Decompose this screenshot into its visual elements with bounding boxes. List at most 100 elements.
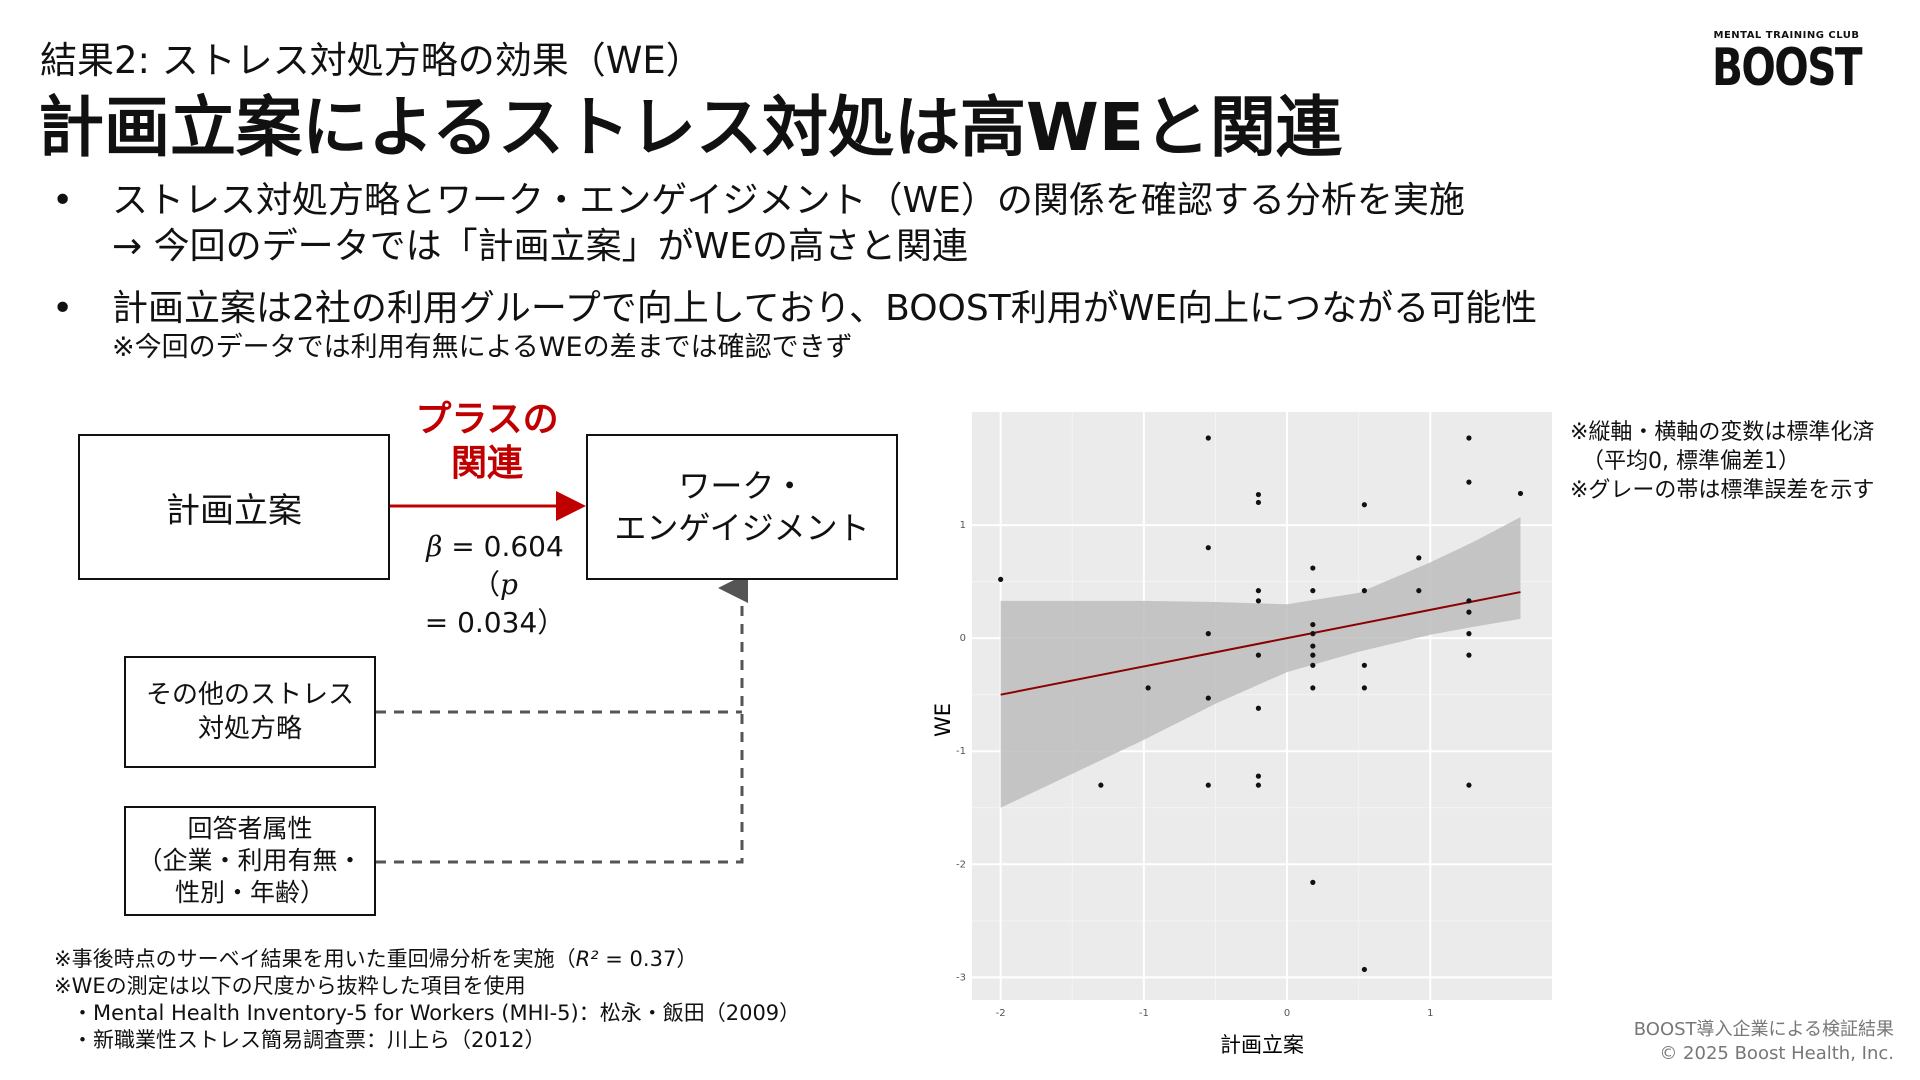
path-diagram-connectors	[376, 491, 748, 864]
box-other-coping: その他のストレス 対処方略	[124, 656, 376, 768]
data-point	[1466, 435, 1472, 441]
positive-association-label: プラスの 関連	[392, 398, 582, 486]
data-point	[1205, 782, 1211, 788]
y-tick-label: -2	[956, 859, 966, 870]
control-path-respondent	[376, 573, 748, 864]
source-credit: BOOST導入企業による検証結果 © 2025 Boost Health, In…	[1634, 1018, 1894, 1066]
x-axis-label: 計画立案	[1220, 1033, 1304, 1057]
bullet-2-line1: 計画立案は2社の利用グループで向上しており、BOOST利用がWE向上につながる可…	[112, 288, 1538, 329]
p-symbol: p	[500, 568, 518, 601]
x-tick-label: -2	[996, 1008, 1006, 1019]
data-point	[1255, 773, 1262, 779]
box-work-engagement: ワーク・ エンゲイジメント	[586, 434, 898, 580]
data-point	[1255, 499, 1262, 506]
beta-value: = 0.604	[442, 530, 564, 563]
box-other-line2: 対処方略	[197, 714, 302, 744]
bullet-1-line1: ストレス対処方略とワーク・エンゲイジメント（WE）の関係を確認する分析を実施	[112, 180, 1465, 221]
data-point	[998, 576, 1004, 582]
data-point	[1205, 631, 1211, 637]
logo-tagline: MENTAL TRAINING CLUB	[1713, 30, 1860, 41]
box-we-line1: ワーク・	[678, 467, 806, 505]
r-squared-value: = 0.37）	[598, 947, 698, 971]
copyright: © 2025 Boost Health, Inc.	[1659, 1043, 1894, 1064]
data-point	[1310, 621, 1316, 628]
scatter-chart: -2 -1 0 1 -3 -2 -1 0 1 計画立案 WE	[931, 412, 1552, 1057]
data-point	[1255, 652, 1262, 658]
footnote-1-text: ※事後時点のサーベイ結果を用いた重回帰分析を実施（	[54, 947, 576, 971]
data-point	[1145, 685, 1151, 691]
confidence-band	[1000, 517, 1521, 808]
y-tick-label: -1	[956, 746, 966, 757]
bullet-marker: •	[52, 288, 74, 329]
boost-logo: MENTAL TRAINING CLUB BOOST	[1691, 30, 1882, 94]
data-point	[1361, 685, 1367, 691]
box-respondent-attributes: 回答者属性 （企業・利用有無・ 性別・年齢）	[124, 806, 376, 916]
coefficient-label: β = 0.604 （p = 0.034）	[400, 528, 590, 642]
data-point	[1517, 490, 1524, 497]
data-point	[1361, 662, 1367, 668]
x-tick-label: 0	[1284, 1008, 1290, 1019]
data-point	[1416, 555, 1422, 561]
data-point	[1310, 652, 1316, 658]
chart-note-line2: （平均0, 標準偏差1）	[1582, 449, 1800, 474]
data-point	[1466, 782, 1472, 788]
data-point	[1310, 588, 1316, 594]
data-point	[1255, 782, 1262, 788]
data-point	[1310, 879, 1316, 885]
data-point	[1466, 598, 1472, 604]
box-we-line2: エンゲイジメント	[614, 509, 870, 547]
data-point	[1310, 631, 1316, 637]
footnote-3: ・Mental Health Inventory-5 for Workers (…	[72, 1001, 801, 1025]
data-point	[1310, 643, 1316, 649]
assoc-line2: 関連	[450, 443, 523, 484]
data-point	[1361, 502, 1367, 508]
data-point	[1205, 545, 1211, 551]
bullet-marker: •	[52, 180, 74, 221]
slide-subtitle: 結果2: ストレス対処方略の効果（WE）	[40, 39, 703, 82]
data-point	[1466, 631, 1472, 637]
data-points	[998, 435, 1524, 973]
data-point	[1361, 588, 1367, 594]
data-point	[1310, 662, 1316, 668]
chart-note: ※縦軸・横軸の変数は標準化済 （平均0, 標準偏差1） ※グレーの帯は標準誤差を…	[1570, 418, 1874, 505]
slide-title: 計画立案によるストレス対処は高WEと関連	[38, 89, 1342, 166]
regression-line	[1000, 591, 1521, 696]
data-point	[1205, 435, 1211, 441]
r-squared-symbol: R²	[575, 947, 599, 971]
data-point	[1255, 491, 1262, 498]
box-planning-label: 計画立案	[166, 490, 302, 531]
data-point	[1098, 782, 1104, 788]
y-axis-ticks: -3 -2 -1 0 1	[956, 520, 966, 983]
box-planning: 計画立案	[78, 434, 390, 580]
box-other-line1: その他のストレス	[145, 680, 354, 710]
y-tick-label: 1	[960, 520, 966, 531]
data-point	[1310, 565, 1316, 571]
data-point	[1255, 705, 1262, 711]
data-point	[1255, 588, 1262, 594]
chart-note-line3: ※グレーの帯は標準誤差を示す	[1570, 478, 1875, 503]
p-open: （	[472, 568, 501, 601]
data-point	[1205, 695, 1211, 701]
logo-wordmark: BOOST	[1712, 38, 1863, 98]
data-point	[1361, 966, 1367, 973]
data-point	[1416, 588, 1422, 594]
data-point	[1466, 652, 1472, 658]
p-value: = 0.034）	[424, 606, 566, 639]
data-point	[1310, 685, 1316, 691]
box-resp-line3: 性別・年齢）	[174, 878, 325, 907]
data-point	[1255, 598, 1262, 604]
x-tick-label: -1	[1139, 1008, 1149, 1019]
assoc-line1: プラスの	[415, 399, 559, 440]
bullet-2-note: ※今回のデータでは利用有無によるWEの差までは確認できず	[112, 332, 853, 363]
y-tick-label: -3	[956, 972, 966, 983]
data-point	[1466, 479, 1472, 485]
beta-symbol: β	[426, 530, 443, 563]
footnote-4: ・新職業性ストレス簡易調査票：川上ら（2012）	[72, 1028, 546, 1052]
footnote-2: ※WEの測定は以下の尺度から抜粋した項目を使用	[54, 974, 526, 998]
source-line1: BOOST導入企業による検証結果	[1633, 1019, 1894, 1040]
footnotes: ※事後時点のサーベイ結果を用いた重回帰分析を実施（R² = 0.37） ※WEの…	[54, 946, 800, 1054]
bullet-1-line2: → 今回のデータでは「計画立案」がWEの高さと関連	[112, 226, 968, 267]
box-resp-line1: 回答者属性	[187, 814, 313, 843]
chart-note-line1: ※縦軸・横軸の変数は標準化済	[1570, 420, 1875, 445]
y-tick-label: 0	[960, 633, 966, 644]
